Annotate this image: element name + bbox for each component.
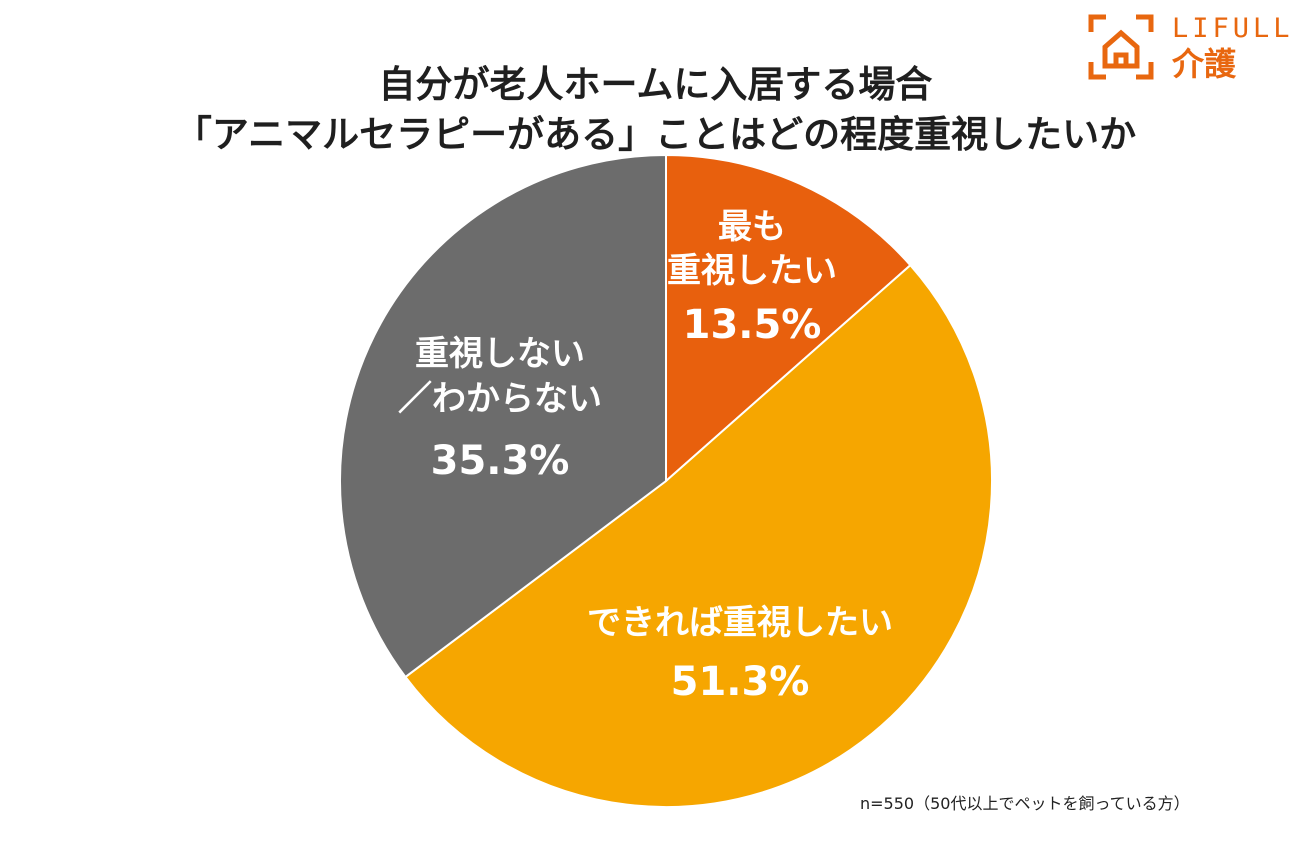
- sample-size-note: n=550（50代以上でペットを飼っている方）: [860, 794, 1190, 813]
- house-bracket-icon: [1088, 14, 1154, 80]
- slice-value-not-important: 35.3%: [431, 438, 570, 484]
- slice-label-most-important-line-2: 重視したい: [667, 251, 837, 291]
- pie-slice-not-important: [339, 153, 667, 679]
- pie-slice-most-important: [665, 153, 912, 484]
- slice-value-somewhat-important: 51.3%: [671, 659, 810, 705]
- logo-service-text: 介護: [1172, 45, 1237, 83]
- pie-slices: [339, 153, 993, 809]
- lifull-kaigo-logo: LIFULL 介護: [1088, 14, 1303, 82]
- logo-brand-text: LIFULL: [1172, 13, 1294, 44]
- slice-value-most-important: 13.5%: [683, 302, 822, 348]
- pie-slice-somewhat-important: [404, 263, 993, 809]
- slice-label-somewhat-important-line-1: できれば重視したい: [587, 603, 893, 643]
- slice-label-not-important-line-1: 重視しない: [415, 334, 585, 374]
- chart-title-line-2: 「アニマルセラピーがある」ことはどの程度重視したいか: [174, 113, 1137, 156]
- chart-title-line-1: 自分が老人ホームに入居する場合: [378, 63, 933, 106]
- slice-label-not-important-line-2: ／わからない: [398, 379, 602, 419]
- slice-label-most-important-line-1: 最も: [718, 207, 786, 247]
